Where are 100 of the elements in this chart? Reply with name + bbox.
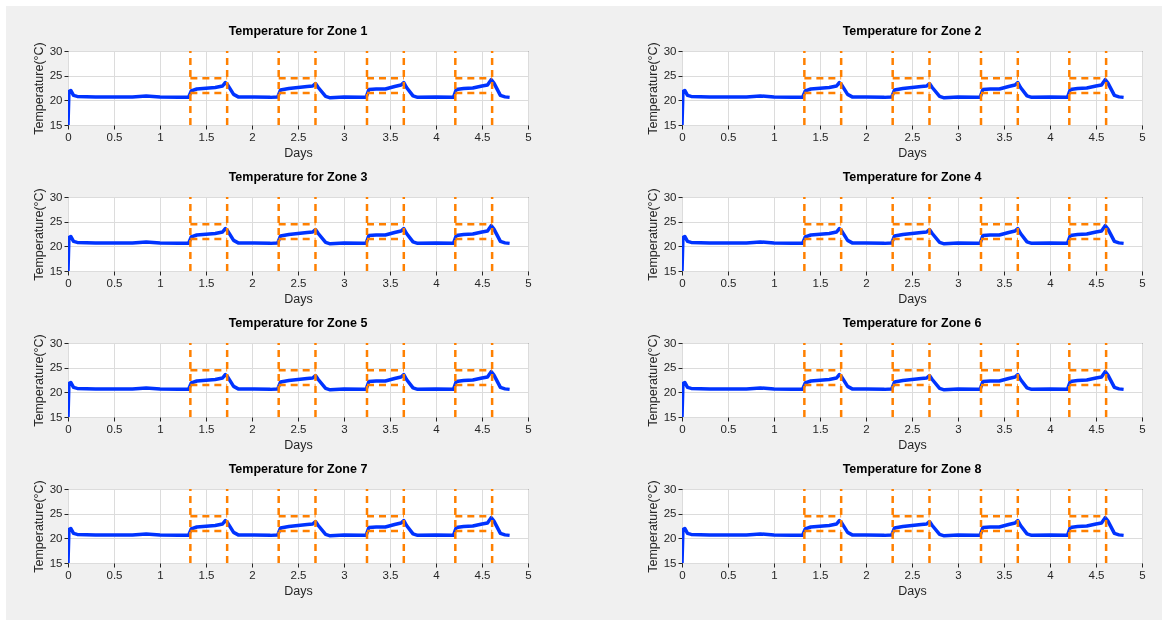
x-tick-label: 4 [1047, 422, 1055, 435]
x-tick-label: 2 [863, 130, 870, 143]
x-tick-label: 2.5 [904, 422, 921, 435]
x-tick-label: 4 [433, 422, 441, 435]
x-axis-title: Days [284, 438, 313, 452]
y-tick-label: 15 [49, 264, 63, 277]
x-tick-label: 5 [1139, 130, 1146, 143]
x-axis-title: Days [284, 292, 313, 306]
x-tick-label: 0 [679, 130, 686, 143]
y-tick-label: 30 [663, 482, 677, 495]
x-tick-label: 4.5 [1088, 568, 1105, 581]
x-tick-label: 3.5 [996, 276, 1013, 289]
y-tick-label: 30 [49, 44, 63, 57]
x-tick-label: 3 [341, 422, 348, 435]
y-tick-label: 15 [663, 118, 677, 131]
x-tick-label: 0.5 [106, 422, 123, 435]
x-tick-label: 1 [771, 276, 778, 289]
x-tick-label: 4 [433, 568, 441, 581]
x-tick-label: 0.5 [106, 568, 123, 581]
y-tick-label: 25 [663, 361, 677, 374]
x-tick-label: 5 [1139, 276, 1146, 289]
x-tick-label: 3.5 [996, 568, 1013, 581]
y-tick-label: 30 [49, 190, 63, 203]
y-tick-label: 15 [49, 410, 63, 423]
y-tick-label: 20 [663, 239, 677, 252]
x-axis-title: Days [284, 584, 313, 598]
x-tick-label: 2 [249, 568, 256, 581]
y-tick-label: 15 [663, 410, 677, 423]
y-tick-label: 25 [663, 69, 677, 82]
x-tick-label: 1.5 [812, 422, 829, 435]
x-tick-label: 4.5 [474, 130, 491, 143]
x-tick-label: 0.5 [720, 276, 737, 289]
x-tick-label: 2 [863, 568, 870, 581]
x-tick-label: 2.5 [290, 276, 307, 289]
x-tick-label: 1.5 [812, 130, 829, 143]
x-tick-label: 3 [955, 568, 962, 581]
chart-title: Temperature for Zone 5 [228, 316, 368, 331]
y-tick-label: 20 [663, 385, 677, 398]
x-tick-label: 4 [1047, 130, 1055, 143]
x-tick-label: 5 [1139, 568, 1146, 581]
y-axis-title: Temperature(°C) [31, 480, 46, 573]
x-tick-label: 2.5 [290, 422, 307, 435]
x-tick-label: 3.5 [382, 568, 399, 581]
x-tick-label: 3.5 [382, 130, 399, 143]
y-axis-title: Temperature(°C) [31, 334, 46, 427]
y-tick-label: 15 [49, 118, 63, 131]
x-tick-label: 3 [341, 568, 348, 581]
x-tick-label: 2 [863, 276, 870, 289]
x-tick-label: 3.5 [996, 130, 1013, 143]
x-tick-label: 4 [1047, 276, 1055, 289]
x-tick-label: 5 [1139, 422, 1146, 435]
x-tick-label: 1.5 [198, 422, 215, 435]
y-tick-label: 20 [49, 531, 63, 544]
x-axis-title: Days [284, 146, 313, 160]
chart-title: Temperature for Zone 6 [842, 316, 982, 331]
y-tick-label: 30 [663, 44, 677, 57]
chart-title: Temperature for Zone 8 [842, 462, 982, 477]
y-tick-label: 25 [49, 215, 63, 228]
x-tick-label: 1.5 [198, 276, 215, 289]
x-tick-label: 3 [341, 276, 348, 289]
y-tick-label: 25 [49, 69, 63, 82]
chart-title: Temperature for Zone 3 [228, 170, 368, 185]
x-tick-label: 2.5 [290, 130, 307, 143]
x-tick-label: 5 [525, 276, 532, 289]
x-tick-label: 1 [771, 130, 778, 143]
x-tick-label: 1.5 [198, 130, 215, 143]
x-tick-label: 2 [249, 130, 256, 143]
x-tick-label: 2 [249, 276, 256, 289]
y-tick-label: 20 [663, 93, 677, 106]
x-tick-label: 4 [433, 276, 441, 289]
x-tick-label: 3 [955, 422, 962, 435]
y-tick-label: 20 [49, 93, 63, 106]
x-tick-label: 0.5 [720, 130, 737, 143]
x-tick-label: 0 [65, 422, 72, 435]
y-axis-title: Temperature(°C) [645, 188, 660, 281]
x-tick-label: 0 [65, 130, 72, 143]
x-tick-label: 3.5 [996, 422, 1013, 435]
x-axis-title: Days [898, 146, 927, 160]
y-tick-label: 25 [49, 507, 63, 520]
x-tick-label: 1.5 [198, 568, 215, 581]
chart-title: Temperature for Zone 4 [842, 170, 982, 185]
x-tick-label: 4 [433, 130, 441, 143]
x-tick-label: 4.5 [1088, 422, 1105, 435]
y-tick-label: 25 [663, 215, 677, 228]
y-tick-label: 30 [663, 336, 677, 349]
chart-title: Temperature for Zone 7 [228, 462, 368, 477]
x-tick-label: 1 [157, 276, 164, 289]
x-tick-label: 5 [525, 130, 532, 143]
x-tick-label: 0 [65, 276, 72, 289]
x-tick-label: 1 [771, 568, 778, 581]
x-tick-label: 0 [679, 568, 686, 581]
y-axis-title: Temperature(°C) [31, 42, 46, 135]
y-tick-label: 25 [663, 507, 677, 520]
y-axis-title: Temperature(°C) [645, 334, 660, 427]
y-tick-label: 25 [49, 361, 63, 374]
x-tick-label: 1.5 [812, 276, 829, 289]
y-tick-label: 15 [49, 556, 63, 569]
chart-title: Temperature for Zone 2 [842, 24, 982, 39]
chart-title: Temperature for Zone 1 [228, 24, 368, 39]
x-tick-label: 4.5 [474, 422, 491, 435]
